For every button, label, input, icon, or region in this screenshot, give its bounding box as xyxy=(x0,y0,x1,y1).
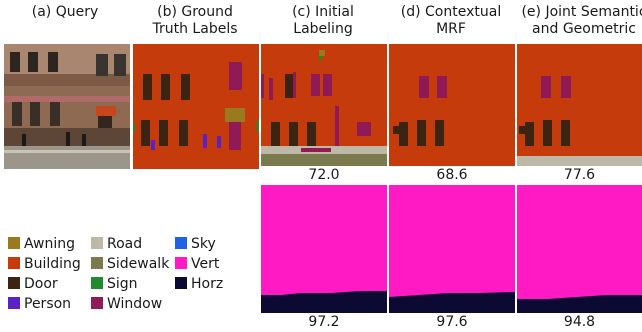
header-query: (a) Query xyxy=(31,4,99,20)
initial-labeling-semantic-score: 72.0 xyxy=(308,167,340,183)
header-ground-truth: (b) Ground Truth Labels xyxy=(152,4,238,37)
legend-item-sign: Sign xyxy=(91,276,138,292)
initial-labeling-geometric-score: 97.2 xyxy=(308,314,340,330)
initial-labeling-geometric-panel xyxy=(261,185,387,313)
contextual-mrf-geometric-panel xyxy=(389,185,515,313)
contextual-mrf-geometric-score: 97.6 xyxy=(436,314,468,330)
legend-item-sky: Sky xyxy=(175,236,216,252)
legend-swatch xyxy=(8,297,20,309)
legend-label: Sidewalk xyxy=(107,256,170,272)
legend-item-vert: Vert xyxy=(175,256,219,272)
legend-item-building: Building xyxy=(8,256,81,272)
legend-item-door: Door xyxy=(8,276,58,292)
legend-swatch xyxy=(175,277,187,289)
legend-item-road: Road xyxy=(91,236,142,252)
legend-label: Horz xyxy=(191,276,224,292)
legend-item-sidewalk: Sidewalk xyxy=(91,256,169,272)
header-joint: (e) Joint Semantic and Geometric xyxy=(521,4,642,37)
legend-swatch xyxy=(8,257,20,269)
ground-truth-semantic-panel xyxy=(133,44,259,169)
legend-item-window: Window xyxy=(91,296,162,312)
contextual-mrf-semantic-panel xyxy=(389,44,515,166)
header-initial-labeling: (c) Initial Labeling xyxy=(292,4,354,37)
legend-item-horz: Horz xyxy=(175,276,223,292)
legend-swatch xyxy=(91,237,103,249)
legend-swatch xyxy=(91,257,103,269)
contextual-mrf-semantic-score: 68.6 xyxy=(436,167,468,183)
legend-label: Window xyxy=(107,296,163,312)
legend-swatch xyxy=(8,277,20,289)
legend-swatch xyxy=(175,257,187,269)
initial-labeling-semantic-panel xyxy=(261,44,387,166)
legend-label: Person xyxy=(24,296,72,312)
joint-semantic-score: 77.6 xyxy=(563,167,596,183)
legend-label: Awning xyxy=(24,236,75,252)
header-contextual-mrf: (d) Contextual MRF xyxy=(400,4,502,37)
legend-swatch xyxy=(8,237,20,249)
legend-label: Vert xyxy=(191,256,220,272)
legend-label: Door xyxy=(24,276,58,292)
legend-label: Building xyxy=(24,256,81,272)
legend-label: Sign xyxy=(107,276,138,292)
joint-semantic-panel xyxy=(517,44,642,166)
query-image xyxy=(4,44,130,169)
legend-label: Road xyxy=(107,236,143,252)
legend-label: Sky xyxy=(191,236,216,252)
joint-geometric-score: 94.8 xyxy=(563,314,596,330)
legend-swatch xyxy=(91,277,103,289)
legend-swatch xyxy=(175,237,187,249)
legend-item-person: Person xyxy=(8,296,71,312)
legend-swatch xyxy=(91,297,103,309)
joint-geometric-panel xyxy=(517,185,642,313)
legend-item-awning: Awning xyxy=(8,236,75,252)
